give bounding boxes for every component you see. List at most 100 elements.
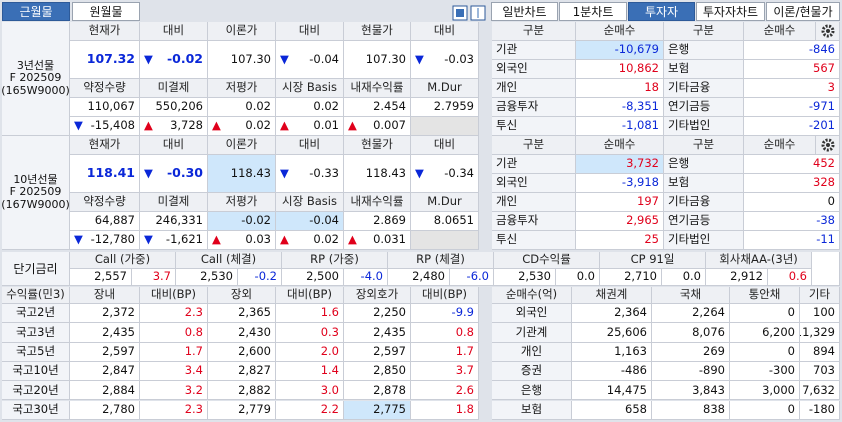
- view-tab[interactable]: 투자자차트: [696, 2, 765, 21]
- value-cell: 118.43: [208, 155, 276, 193]
- net-amount: 8,076: [652, 323, 730, 343]
- change-cell: ▼ -0.02: [140, 41, 208, 79]
- investor-name: 은행: [664, 155, 744, 174]
- arrow: ▼: [144, 165, 153, 180]
- view-tab[interactable]: 이론/현물가: [766, 2, 840, 21]
- bp-change: 1.6: [276, 304, 344, 324]
- rate: 2,530: [494, 269, 556, 286]
- net-amount: 0: [730, 400, 800, 420]
- header-cell: 이론가: [208, 136, 276, 155]
- net-amount: 11,329: [800, 323, 840, 343]
- header-cell: 장외: [208, 287, 276, 304]
- value-cell: 107.30: [344, 41, 411, 79]
- short-rate-label: 단기금리: [2, 252, 70, 286]
- header-cell: 현재가: [70, 22, 140, 41]
- bp-change: 2.0: [276, 342, 344, 362]
- header-cell: 현물가: [344, 136, 411, 155]
- arrow: ▼: [415, 51, 424, 66]
- rate-change: -0.2: [238, 269, 282, 286]
- arrow: ▼: [144, 51, 153, 66]
- yield: 2,365: [208, 304, 276, 324]
- investor-name: 개인: [492, 342, 572, 362]
- rate: 2,557: [70, 269, 132, 286]
- header-cell: 미결제: [140, 79, 208, 98]
- investor-name: 기관: [492, 41, 576, 60]
- arrow: ▼: [280, 51, 289, 66]
- header-cell: 대비: [276, 22, 344, 41]
- header-cell: 현물가: [344, 22, 411, 41]
- header-cell: CP 91일: [600, 252, 706, 269]
- header-cell: M.Dur: [411, 79, 479, 98]
- change-value: -0.34: [444, 165, 474, 180]
- arrow: ▲: [348, 232, 357, 247]
- net-buy: 3: [744, 79, 840, 98]
- header-cell: 순매수: [744, 136, 816, 155]
- bp-change: 3.4: [140, 361, 208, 382]
- layout-icons[interactable]: [452, 5, 488, 21]
- rate: 2,500: [282, 269, 344, 286]
- investor-name: 투신: [492, 117, 576, 136]
- view-tab[interactable]: 투자자: [628, 2, 695, 21]
- header-cell: M.Dur: [411, 193, 479, 212]
- change-cell: ▲ 0.01: [276, 117, 344, 136]
- month-tab[interactable]: 근월물: [2, 2, 70, 21]
- change-cell: ▼ -0.03: [411, 41, 479, 79]
- investor-name: 금융투자: [492, 98, 576, 117]
- investor-name: 기타금융: [664, 79, 744, 98]
- net-amount: -890: [652, 361, 730, 382]
- net-buy: -11: [744, 231, 840, 250]
- net-buy: 2,965: [576, 212, 664, 231]
- investor-name: 보험: [664, 60, 744, 79]
- empty-cell: [411, 117, 479, 136]
- header-cell: 대비: [411, 22, 479, 41]
- value-cell: 118.43: [344, 155, 411, 193]
- rate: 2,480: [388, 269, 450, 286]
- bond-name: 국고20년: [2, 381, 70, 401]
- header-cell: 국채: [652, 287, 730, 304]
- header-cell: 순매수(억): [492, 287, 572, 304]
- net-amount: 3,000: [730, 381, 800, 401]
- value-cell: 64,887: [70, 212, 140, 231]
- header-cell: CD수익률: [494, 252, 600, 269]
- header-cell: RP (체결): [388, 252, 494, 269]
- header-cell: 현재가: [70, 136, 140, 155]
- header-cell: 대비: [140, 22, 208, 41]
- bond-name: 국고30년: [2, 400, 70, 420]
- net-buy: -971: [744, 98, 840, 117]
- settings-button[interactable]: [816, 22, 840, 41]
- bp-change: 0.8: [140, 323, 208, 343]
- net-amount: 2,364: [572, 304, 652, 324]
- net-buy: 10,862: [576, 60, 664, 79]
- yield: 2,779: [208, 400, 276, 420]
- view-tab[interactable]: 일반차트: [491, 2, 558, 21]
- value-cell: -0.04: [276, 212, 344, 231]
- value-cell: 107.32: [70, 41, 140, 79]
- header-cell: 대비: [411, 136, 479, 155]
- bp-change: -9.9: [411, 304, 479, 324]
- change-value: 0.02: [313, 232, 339, 247]
- change-cell: ▲ 0.031: [344, 231, 411, 250]
- rate: 2,530: [176, 269, 238, 286]
- rate-change: 0.6: [768, 269, 812, 286]
- header-cell: 내재수익률: [344, 193, 411, 212]
- label-line: F 202509: [9, 185, 62, 199]
- settings-button[interactable]: [816, 136, 840, 155]
- header-cell: 시장 Basis: [276, 193, 344, 212]
- investor-name: 증권: [492, 361, 572, 382]
- yield: 2,847: [70, 361, 140, 382]
- net-amount: 658: [572, 400, 652, 420]
- view-tab[interactable]: 1분차트: [559, 2, 627, 21]
- header-cell: 순매수: [576, 136, 664, 155]
- bp-change: 2.3: [140, 304, 208, 324]
- month-tab[interactable]: 원월물: [72, 2, 140, 21]
- net-amount: 269: [652, 342, 730, 362]
- net-buy: 3,732: [576, 155, 664, 174]
- header-cell: Call (가중): [70, 252, 176, 269]
- header-cell: 대비(BP): [411, 287, 479, 304]
- net-buy: 452: [744, 155, 840, 174]
- value-cell: -0.02: [208, 212, 276, 231]
- change-cell: ▼ -0.30: [140, 155, 208, 193]
- net-amount: 3,843: [652, 381, 730, 401]
- change-cell: ▲ 3,728: [140, 117, 208, 136]
- change-cell: ▼ -0.34: [411, 155, 479, 193]
